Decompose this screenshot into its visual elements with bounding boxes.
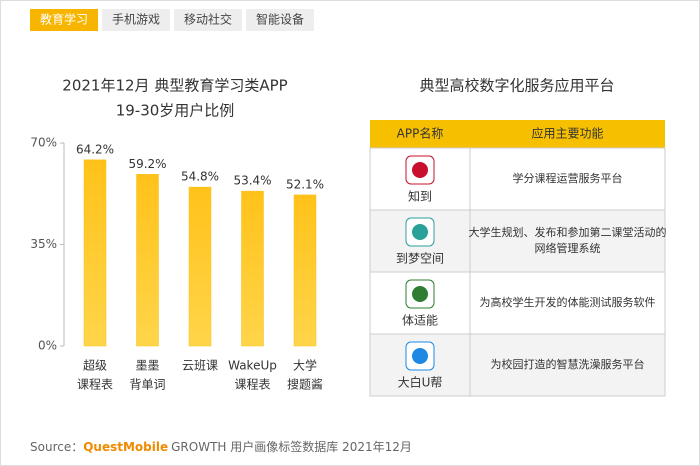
app-function: 大学生规划、发布和参加第二课堂活动的网络管理系统 <box>469 225 667 255</box>
header-cell: 应用主要功能 <box>531 126 603 141</box>
x-tick-label: 超级 <box>83 358 107 373</box>
tab[interactable] <box>102 9 170 31</box>
x-tick-label: 课程表 <box>77 377 113 392</box>
app-function: 为高校学生开发的体能测试服务软件 <box>480 295 656 309</box>
app-icon-glyph <box>412 224 428 240</box>
tab-label[interactable]: 教育学习 <box>40 12 88 27</box>
x-tick-label: WakeUp <box>228 359 277 373</box>
source-brand: QuestMobile <box>83 440 168 454</box>
source-prefix: Source： <box>30 440 83 454</box>
app-name: 到梦空间 <box>396 252 444 266</box>
bar <box>188 186 212 347</box>
bar <box>293 194 317 347</box>
x-tick-label: 墨墨 <box>135 359 159 373</box>
app-name: 知到 <box>408 190 432 204</box>
app-name: 体适能 <box>402 314 438 328</box>
tab-label[interactable]: 移动社交 <box>184 12 232 27</box>
bar <box>241 190 264 347</box>
x-tick-label: 课程表 <box>234 377 270 392</box>
tab[interactable] <box>174 9 242 31</box>
bar <box>136 174 159 347</box>
y-tick-label: 0% <box>38 339 57 353</box>
value-label: 64.2% <box>76 142 114 156</box>
y-tick-label: 35% <box>30 237 57 251</box>
app-icon-glyph <box>412 162 428 178</box>
bar <box>83 159 107 347</box>
line: 网络管理系统 <box>535 241 601 255</box>
app-icon-glyph <box>412 348 428 364</box>
app-function: 为校园打造的智慧洗澡服务平台 <box>491 357 645 371</box>
header-cell: APP名称 <box>397 126 444 141</box>
source: Source：QuestMobile GROWTH 用户画像标签数据库 2021年… <box>30 439 412 454</box>
value-label: 59.2% <box>128 157 166 171</box>
value-label: 53.4% <box>233 174 271 188</box>
tab[interactable] <box>246 9 314 31</box>
value-label: 54.8% <box>181 170 219 184</box>
y-tick-label: 70% <box>30 136 57 150</box>
tab-label[interactable]: 手机游戏 <box>112 13 160 27</box>
chart-title: 2021年12月 典型教育学习类APP <box>62 77 287 95</box>
line: 大学生规划、发布和参加第二课堂活动的 <box>469 225 667 239</box>
tab-label[interactable]: 智能设备 <box>256 12 304 27</box>
table-title: 典型高校数字化服务应用平台 <box>419 77 614 95</box>
app-icon-glyph <box>412 286 428 302</box>
x-tick-label: 云班课 <box>182 359 218 373</box>
value-label: 52.1% <box>286 177 324 191</box>
chart-subtitle: 19-30岁用户比例 <box>116 102 235 120</box>
app-function: 学分课程运营服务平台 <box>513 171 623 185</box>
x-tick-label: 大学 <box>293 358 317 373</box>
app-name: 大白U帮 <box>398 375 443 390</box>
x-tick-label: 搜题酱 <box>287 377 323 392</box>
source-rest: GROWTH 用户画像标签数据库 2021年12月 <box>171 439 412 454</box>
tab[interactable] <box>30 9 98 31</box>
x-tick-label: 背单词 <box>129 378 165 392</box>
table-header <box>370 120 665 148</box>
